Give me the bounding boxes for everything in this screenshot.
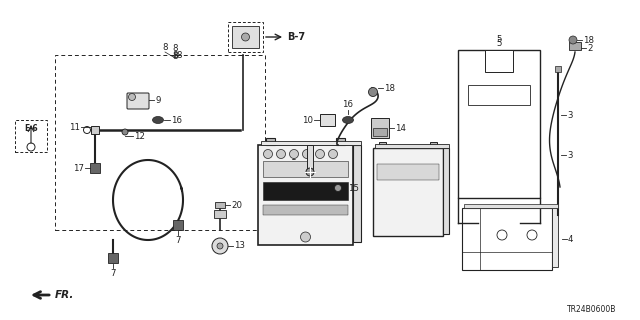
Text: 16: 16 xyxy=(342,100,353,109)
Text: 8: 8 xyxy=(163,43,168,52)
Bar xyxy=(552,208,558,267)
Bar xyxy=(485,50,513,72)
Text: 6: 6 xyxy=(320,167,326,177)
Text: 1: 1 xyxy=(291,153,296,162)
Circle shape xyxy=(212,238,228,254)
Bar xyxy=(263,205,348,215)
Circle shape xyxy=(306,168,314,176)
Text: 10: 10 xyxy=(302,116,313,124)
Bar xyxy=(232,26,259,48)
Text: 3: 3 xyxy=(567,110,573,119)
Text: E-6: E-6 xyxy=(24,124,38,132)
Text: FR.: FR. xyxy=(55,290,74,300)
Circle shape xyxy=(122,129,128,135)
Bar xyxy=(569,42,581,50)
Bar xyxy=(320,114,335,126)
Text: 5: 5 xyxy=(496,35,502,44)
Bar xyxy=(261,141,361,145)
Bar xyxy=(336,138,345,145)
Text: 20: 20 xyxy=(231,201,242,210)
Text: 2: 2 xyxy=(587,44,593,52)
Circle shape xyxy=(369,87,378,97)
Bar xyxy=(108,253,118,263)
Bar xyxy=(371,118,389,138)
Circle shape xyxy=(276,149,285,158)
Bar xyxy=(375,144,449,148)
Bar xyxy=(173,220,183,230)
Bar xyxy=(307,145,313,170)
Text: 7: 7 xyxy=(175,236,180,245)
Circle shape xyxy=(335,185,342,191)
Text: 9: 9 xyxy=(155,95,161,105)
Text: 11: 11 xyxy=(69,123,80,132)
Bar xyxy=(215,202,225,208)
Text: 7: 7 xyxy=(110,269,116,278)
FancyBboxPatch shape xyxy=(127,93,149,109)
Bar xyxy=(258,145,353,245)
Bar xyxy=(228,22,263,52)
Circle shape xyxy=(303,149,312,158)
Bar xyxy=(353,145,361,242)
Text: 8: 8 xyxy=(172,52,178,61)
Text: 21: 21 xyxy=(396,205,407,214)
Text: 8: 8 xyxy=(172,44,178,52)
Text: 8: 8 xyxy=(176,51,182,60)
Text: 15: 15 xyxy=(348,183,359,193)
Bar xyxy=(443,148,449,234)
Text: 5: 5 xyxy=(496,39,502,48)
Circle shape xyxy=(217,243,223,249)
Bar xyxy=(462,208,552,270)
Text: 17: 17 xyxy=(73,164,84,172)
Text: 13: 13 xyxy=(234,242,245,251)
Text: 14: 14 xyxy=(395,124,406,132)
Bar xyxy=(377,164,439,180)
Text: TR24B0600B: TR24B0600B xyxy=(567,305,616,314)
Bar xyxy=(430,142,437,148)
Bar xyxy=(55,55,265,230)
Bar xyxy=(373,148,443,236)
Circle shape xyxy=(241,33,250,41)
Text: B-7: B-7 xyxy=(287,32,305,42)
Circle shape xyxy=(289,149,298,158)
Bar xyxy=(214,210,226,218)
Circle shape xyxy=(328,149,337,158)
Bar xyxy=(379,142,386,148)
Text: 18: 18 xyxy=(583,36,594,44)
Text: 8: 8 xyxy=(172,51,178,60)
Circle shape xyxy=(129,93,136,100)
Ellipse shape xyxy=(152,116,163,124)
Bar xyxy=(266,138,275,145)
Circle shape xyxy=(264,149,273,158)
Bar xyxy=(263,182,348,200)
Bar xyxy=(555,66,561,72)
Bar xyxy=(90,163,100,173)
Circle shape xyxy=(569,36,577,44)
Circle shape xyxy=(301,232,310,242)
Bar xyxy=(15,120,47,152)
Text: 16: 16 xyxy=(171,116,182,124)
Text: 4: 4 xyxy=(568,235,573,244)
Bar xyxy=(263,161,348,177)
Bar xyxy=(91,126,99,134)
Text: 12: 12 xyxy=(134,132,145,140)
Bar xyxy=(458,50,540,198)
Text: 18: 18 xyxy=(384,84,395,92)
Ellipse shape xyxy=(342,116,353,124)
Bar xyxy=(468,85,530,105)
Circle shape xyxy=(316,149,324,158)
Text: 3: 3 xyxy=(567,150,573,159)
Bar xyxy=(373,128,387,136)
Bar xyxy=(464,204,558,208)
